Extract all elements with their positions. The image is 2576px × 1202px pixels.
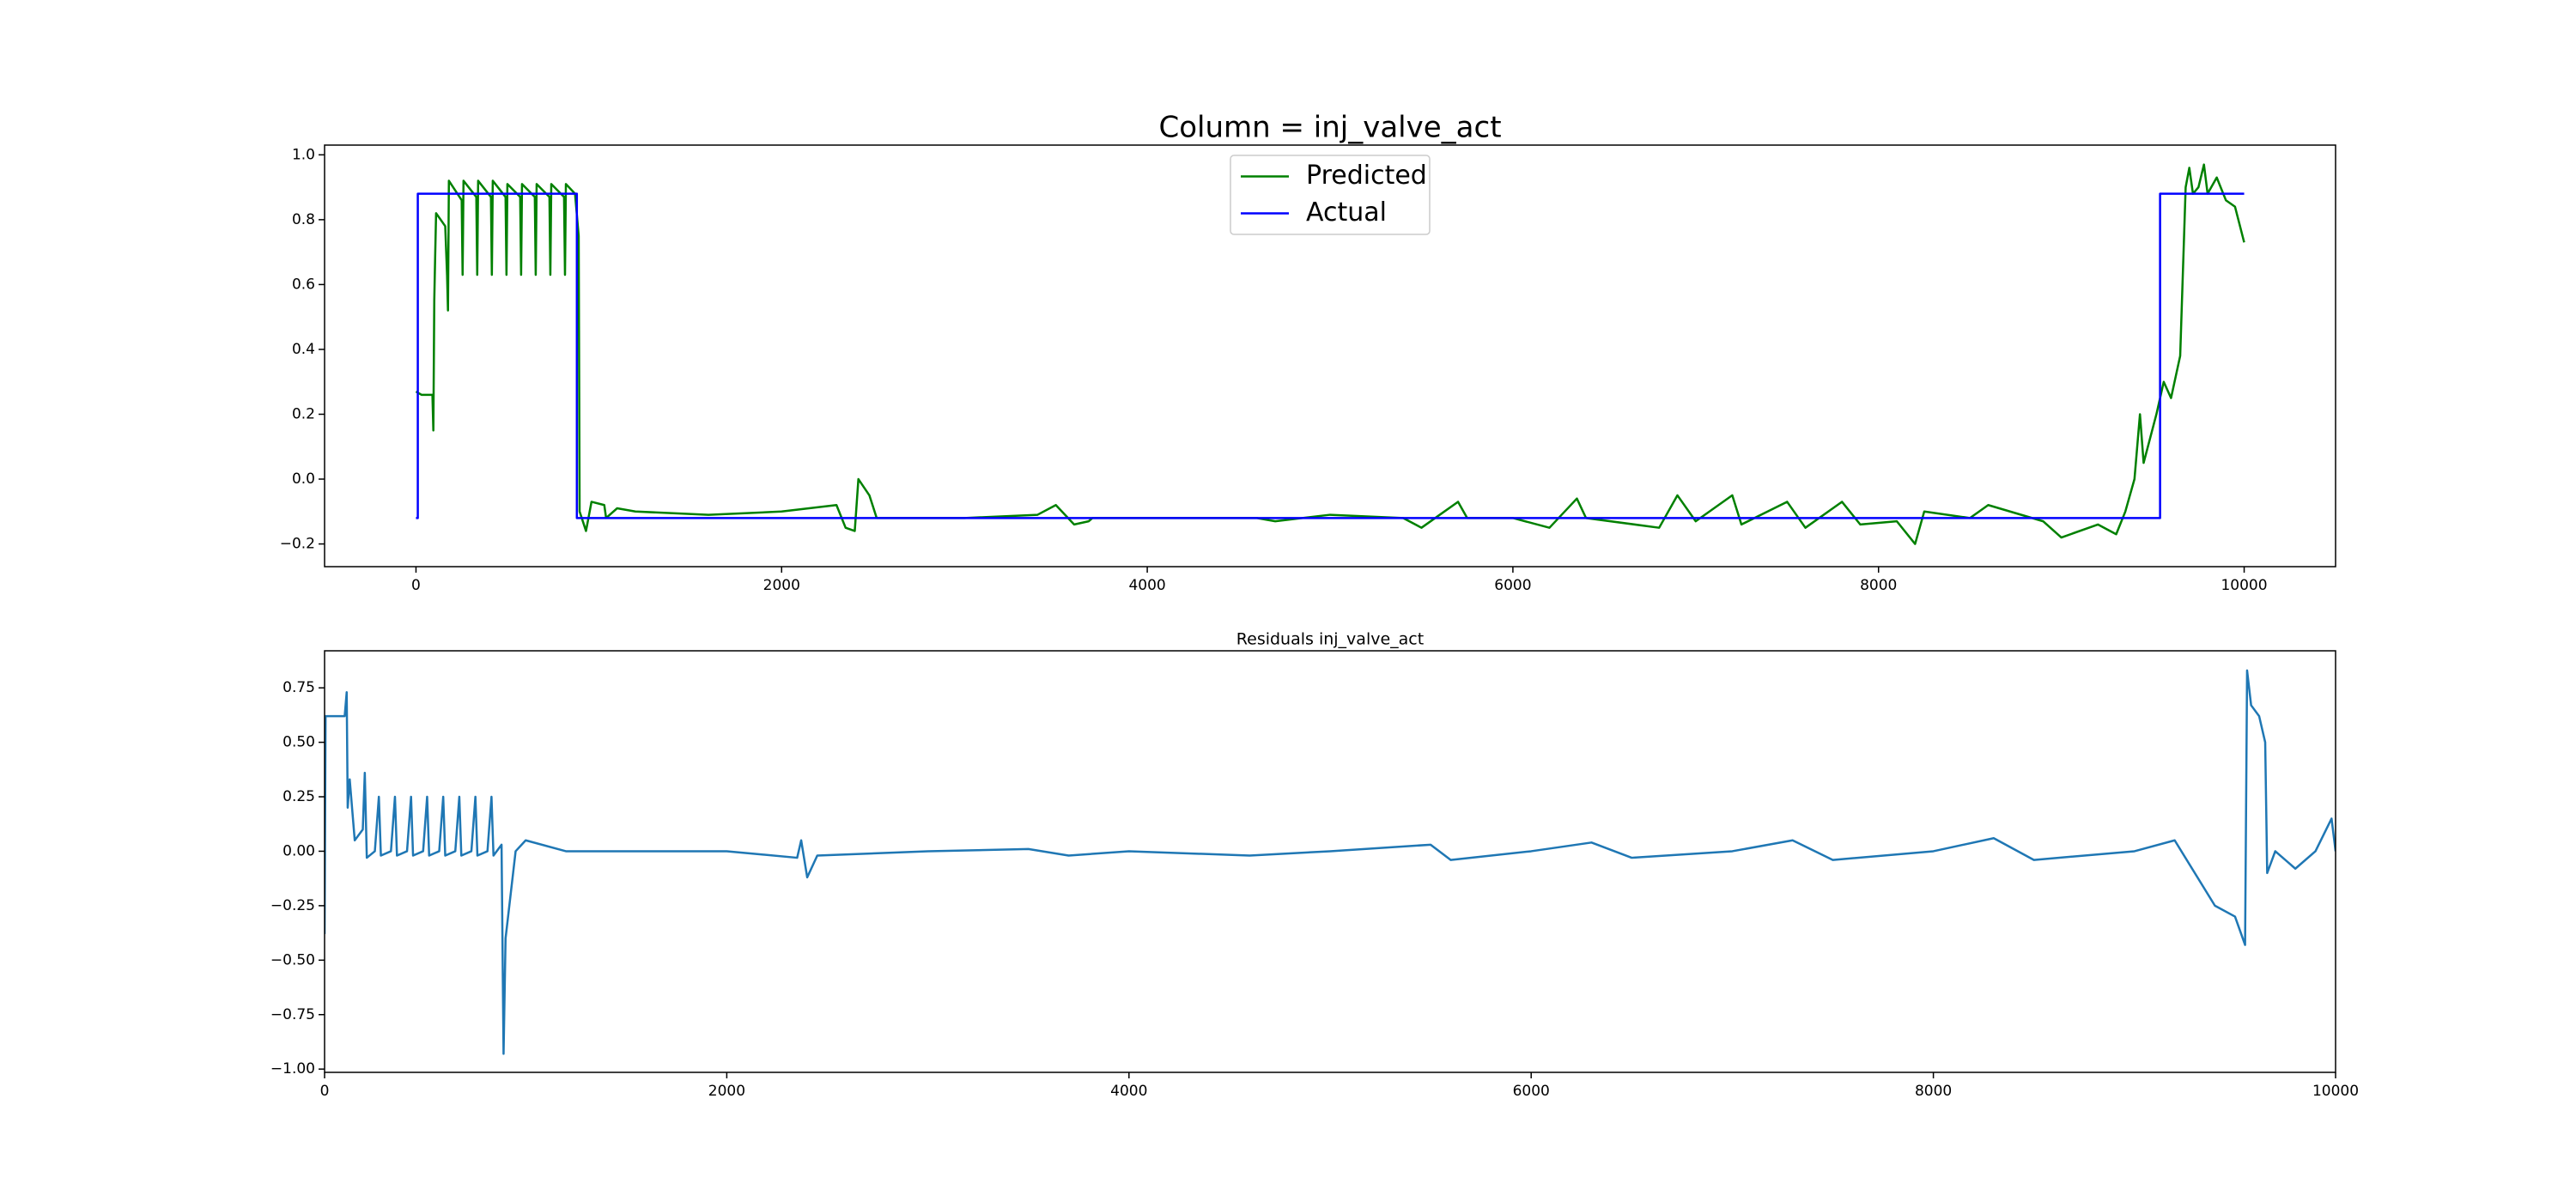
data-line: [416, 192, 2245, 519]
legend-box: [1230, 155, 1431, 235]
y-tick-label: 0.8: [292, 211, 315, 228]
legend-label: Actual: [1306, 197, 1387, 228]
y-tick-label: 0.25: [283, 788, 315, 805]
x-tick-label: 4000: [1128, 577, 1165, 594]
y-tick-label: 1.0: [292, 146, 315, 163]
x-tick-label: 6000: [1513, 1083, 1550, 1100]
y-tick-label: −0.50: [270, 951, 315, 968]
axes-frame: [324, 144, 2336, 568]
y-tick-label: 0.0: [292, 470, 315, 488]
data-line: [415, 163, 2245, 545]
x-tick-label: 0: [411, 577, 421, 594]
x-tick-label: 10000: [2221, 577, 2267, 594]
x-tick-label: 8000: [1860, 577, 1897, 594]
y-tick-label: 0.00: [283, 842, 315, 859]
y-tick-label: −0.25: [270, 897, 315, 914]
y-tick-label: 0.50: [283, 734, 315, 751]
x-tick-label: 2000: [708, 1083, 745, 1100]
y-tick-label: 0.2: [292, 405, 315, 422]
y-tick-label: 0.6: [292, 276, 315, 293]
y-tick-label: −0.2: [280, 536, 315, 553]
plot-area: [325, 669, 2336, 1055]
chart-title: Residuals inj_valve_act: [1236, 630, 1424, 649]
y-tick-label: −0.75: [270, 1006, 315, 1023]
x-tick-label: 2000: [763, 577, 800, 594]
axes-frame: [324, 650, 2336, 1073]
y-tick-label: 0.4: [292, 341, 315, 358]
data-line: [325, 669, 2336, 1055]
x-tick-label: 8000: [1915, 1083, 1952, 1100]
legend-label: Predicted: [1306, 161, 1427, 191]
y-tick-label: 0.75: [283, 679, 315, 696]
x-tick-label: 10000: [2312, 1083, 2359, 1100]
y-tick-label: −1.00: [270, 1060, 315, 1078]
plot-area: [415, 163, 2245, 545]
x-tick-label: 4000: [1110, 1083, 1147, 1100]
chart-title: Column = inj_valve_act: [1158, 111, 1501, 145]
x-tick-label: 6000: [1494, 577, 1531, 594]
x-tick-label: 0: [320, 1083, 330, 1100]
